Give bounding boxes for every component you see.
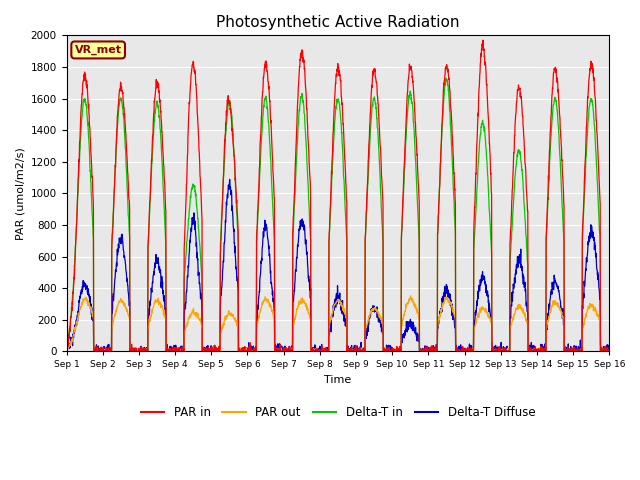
PAR out bbox=[573, 348, 580, 354]
Delta-T in bbox=[558, 192, 566, 198]
PAR out bbox=[214, 348, 222, 354]
PAR out bbox=[407, 293, 415, 299]
Delta-T Diffuse bbox=[605, 346, 613, 351]
PAR in bbox=[90, 348, 98, 354]
PAR in bbox=[354, 348, 362, 354]
PAR out bbox=[365, 312, 373, 318]
Delta-T Diffuse bbox=[366, 315, 374, 321]
PAR out bbox=[605, 348, 613, 354]
Line: Delta-T Diffuse: Delta-T Diffuse bbox=[67, 180, 609, 351]
PAR in bbox=[605, 347, 613, 353]
Delta-T Diffuse bbox=[496, 348, 504, 354]
Delta-T Diffuse bbox=[63, 348, 70, 354]
Line: PAR out: PAR out bbox=[67, 296, 609, 351]
PAR out bbox=[496, 348, 504, 354]
PAR in bbox=[214, 348, 222, 354]
Delta-T in bbox=[496, 348, 504, 354]
Y-axis label: PAR (umol/m2/s): PAR (umol/m2/s) bbox=[15, 147, 25, 240]
Line: PAR in: PAR in bbox=[67, 40, 609, 351]
PAR in bbox=[496, 348, 504, 354]
Delta-T in bbox=[442, 75, 450, 81]
Delta-T Diffuse bbox=[214, 347, 222, 353]
Delta-T in bbox=[573, 346, 580, 352]
Line: Delta-T in: Delta-T in bbox=[67, 78, 609, 351]
PAR out bbox=[63, 348, 70, 354]
Legend: PAR in, PAR out, Delta-T in, Delta-T Diffuse: PAR in, PAR out, Delta-T in, Delta-T Dif… bbox=[136, 401, 540, 424]
Delta-T Diffuse bbox=[573, 348, 580, 354]
PAR in bbox=[365, 133, 373, 139]
PAR in bbox=[479, 37, 487, 43]
PAR out bbox=[90, 348, 98, 354]
Delta-T Diffuse bbox=[354, 348, 362, 354]
Delta-T in bbox=[605, 348, 613, 354]
Delta-T in bbox=[63, 343, 70, 348]
Delta-T in bbox=[354, 348, 362, 354]
Delta-T Diffuse bbox=[63, 346, 70, 352]
PAR out bbox=[558, 309, 566, 315]
Title: Photosynthetic Active Radiation: Photosynthetic Active Radiation bbox=[216, 15, 460, 30]
Text: VR_met: VR_met bbox=[75, 45, 122, 55]
Delta-T Diffuse bbox=[226, 177, 234, 182]
Delta-T in bbox=[90, 348, 97, 354]
PAR in bbox=[558, 157, 566, 163]
PAR in bbox=[573, 348, 580, 353]
X-axis label: Time: Time bbox=[324, 375, 351, 385]
Delta-T in bbox=[214, 346, 222, 352]
Delta-T in bbox=[365, 147, 373, 153]
Delta-T Diffuse bbox=[558, 306, 566, 312]
PAR in bbox=[63, 345, 70, 351]
PAR out bbox=[354, 348, 362, 354]
